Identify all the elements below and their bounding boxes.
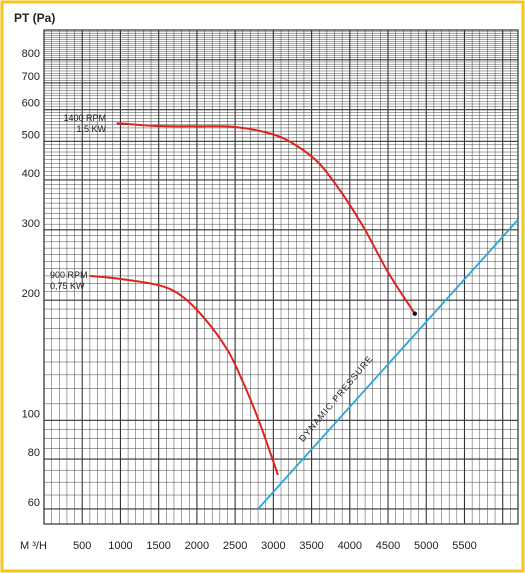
series-label-900rpm: 0,75 KW xyxy=(50,281,85,291)
y-tick-label: 700 xyxy=(22,71,40,83)
y-tick-label: 200 xyxy=(22,288,40,300)
x-tick-label: 4000 xyxy=(338,540,362,552)
y-axis-label: PT (Pa) xyxy=(14,11,55,25)
y-tick-label: 80 xyxy=(28,447,40,459)
series-label-1400rpm: 1400 RPM xyxy=(63,113,106,123)
series-label-1400rpm: 1,5 KW xyxy=(76,124,106,134)
y-tick-label: 60 xyxy=(28,497,40,509)
x-tick-label: 500 xyxy=(73,540,91,552)
x-tick-label: 2000 xyxy=(185,540,209,552)
x-tick-label: 1500 xyxy=(146,540,170,552)
curve-1400rpm xyxy=(116,122,416,315)
y-tick-label: 100 xyxy=(22,408,40,420)
x-tick-label: 5500 xyxy=(452,540,476,552)
dynamic-pressure-line xyxy=(257,219,519,510)
x-tick-label: 5000 xyxy=(414,540,438,552)
operating-point xyxy=(412,311,417,316)
curve-900rpm xyxy=(89,274,279,476)
y-tick-label: 300 xyxy=(22,218,40,230)
y-tick-label: 600 xyxy=(22,98,40,110)
x-axis-label: M ³/H xyxy=(20,540,47,552)
y-tick-label: 400 xyxy=(22,168,40,180)
x-tick-label: 2500 xyxy=(223,540,247,552)
grid xyxy=(43,29,519,525)
y-tick-label: 800 xyxy=(22,48,40,60)
curves xyxy=(89,122,519,510)
x-tick-label: 3500 xyxy=(299,540,323,552)
x-tick-label: 1000 xyxy=(108,540,132,552)
y-tick-label: 500 xyxy=(22,129,40,141)
plot-border xyxy=(43,29,519,525)
series-label-900rpm: 900 RPM xyxy=(50,270,88,280)
x-tick-label: 4500 xyxy=(376,540,400,552)
x-tick-label: 3000 xyxy=(261,540,285,552)
